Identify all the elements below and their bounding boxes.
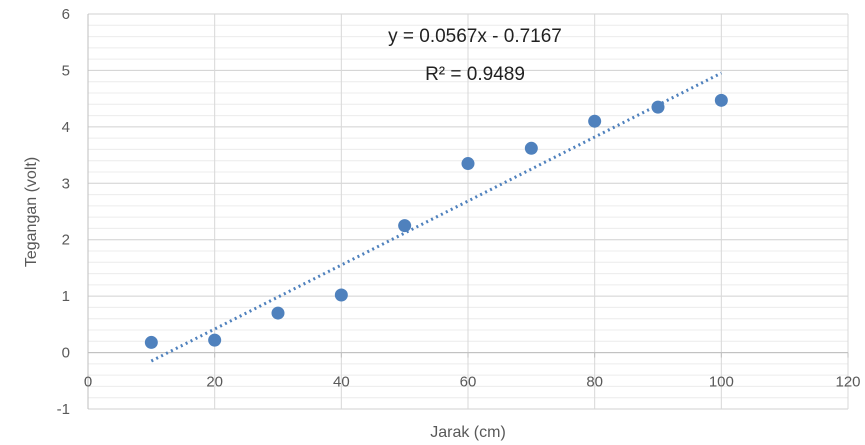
x-tick-label: 0 xyxy=(84,374,92,391)
data-point xyxy=(524,141,538,155)
data-points xyxy=(144,93,728,349)
trendline xyxy=(150,71,723,363)
trendline-r-squared: R² = 0.9489 xyxy=(425,64,525,85)
data-point xyxy=(588,114,602,128)
y-tick-label: 5 xyxy=(62,62,70,79)
x-tick-label: 40 xyxy=(333,374,350,391)
y-tick-label: 0 xyxy=(62,345,70,362)
data-point xyxy=(144,335,158,349)
y-tick-labels: -1 0 1 2 3 4 5 6 xyxy=(57,6,70,418)
x-tick-label: 80 xyxy=(586,374,603,391)
x-axis-title: Jarak (cm) xyxy=(430,424,506,441)
x-tick-labels: 0 20 40 60 80 100 120 xyxy=(84,374,861,391)
y-tick-label: 3 xyxy=(62,175,70,192)
x-tick-label: 60 xyxy=(460,374,477,391)
y-tick-label: -1 xyxy=(57,401,70,418)
data-point xyxy=(461,157,475,171)
y-tick-label: 4 xyxy=(62,119,70,136)
x-tick-label: 100 xyxy=(709,374,734,391)
x-tick-label: 120 xyxy=(835,374,860,391)
y-tick-label: 6 xyxy=(62,6,70,23)
y-axis-title: Tegangan (volt) xyxy=(23,157,40,267)
data-point xyxy=(208,333,222,347)
data-point xyxy=(714,93,728,107)
gridlines xyxy=(88,13,849,410)
data-point xyxy=(651,100,665,114)
axes xyxy=(87,14,849,409)
data-point xyxy=(271,306,285,320)
y-tick-label: 1 xyxy=(62,288,70,305)
data-point xyxy=(398,219,412,233)
data-point xyxy=(334,288,348,302)
trendline-group xyxy=(150,71,723,363)
trendline-equation: y = 0.0567x - 0.7167 xyxy=(388,26,562,47)
y-tick-label: 2 xyxy=(62,232,70,249)
x-tick-label: 20 xyxy=(206,374,223,391)
